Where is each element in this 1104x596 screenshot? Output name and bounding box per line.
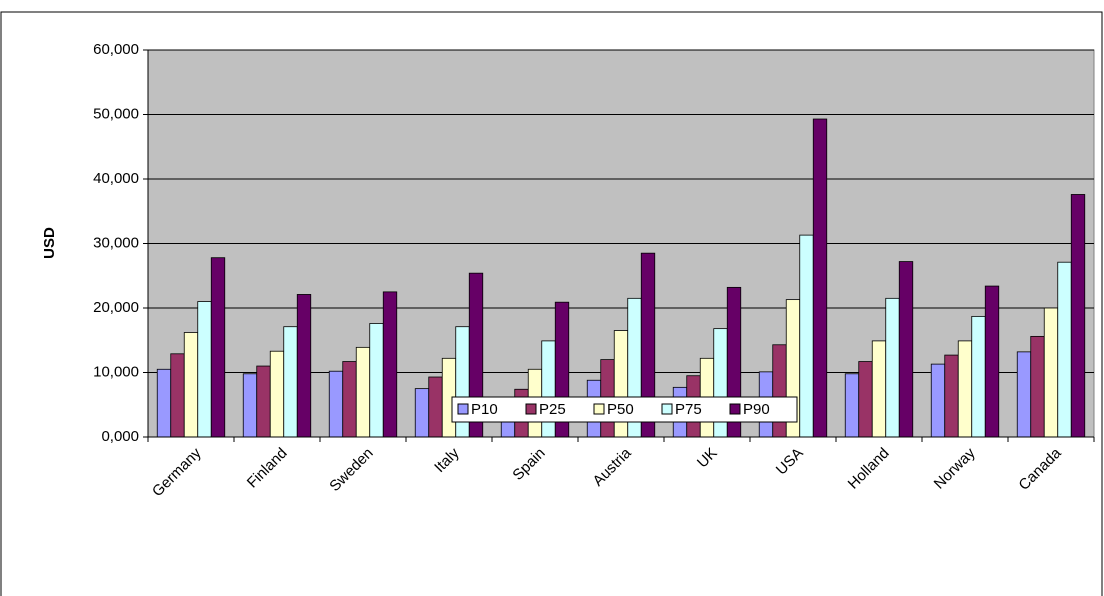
bar <box>197 301 212 438</box>
bar <box>283 326 298 438</box>
legend-swatch <box>593 403 605 415</box>
bar <box>799 234 814 438</box>
y-tick-label: 30,000 <box>93 234 139 251</box>
bar <box>930 363 946 438</box>
bar <box>355 346 371 438</box>
legend-label: P90 <box>743 401 770 418</box>
y-axis-label: USD <box>41 227 58 259</box>
bar <box>328 370 344 438</box>
legend-swatch <box>525 403 537 415</box>
legend-swatch <box>661 403 673 415</box>
bar <box>1016 351 1032 438</box>
bar <box>1043 307 1059 438</box>
bar <box>772 344 787 438</box>
bar <box>242 373 258 438</box>
bar <box>210 257 226 438</box>
bar <box>1070 194 1086 438</box>
bar <box>944 354 959 438</box>
bar <box>269 350 285 438</box>
bar <box>871 340 887 438</box>
bar <box>369 323 384 438</box>
bar <box>541 340 556 438</box>
bar <box>812 118 828 438</box>
bar <box>414 388 430 438</box>
legend-label: P75 <box>675 401 702 418</box>
legend-swatch <box>457 403 469 415</box>
bar <box>844 373 860 438</box>
bar <box>957 340 973 438</box>
bar <box>170 353 185 438</box>
bar <box>971 315 986 438</box>
bar <box>428 376 443 438</box>
bar <box>1030 335 1045 438</box>
y-tick-label: 40,000 <box>93 170 139 187</box>
bar <box>858 361 873 438</box>
bar <box>898 261 914 438</box>
y-tick-label: 10,000 <box>93 363 139 380</box>
bar <box>183 332 199 438</box>
legend-swatch <box>729 403 741 415</box>
bar <box>342 361 357 438</box>
y-tick-label: 20,000 <box>93 299 139 316</box>
bar <box>885 297 900 438</box>
bar <box>984 285 1000 438</box>
bar <box>156 368 172 438</box>
bar <box>382 291 398 438</box>
legend-label: P10 <box>471 401 498 418</box>
bar <box>1057 261 1072 438</box>
y-tick-label: 60,000 <box>93 41 139 58</box>
bar <box>296 294 312 438</box>
y-tick-label: 50,000 <box>93 105 139 122</box>
legend-label: P50 <box>607 401 634 418</box>
y-tick-label: 0,000 <box>101 428 139 445</box>
bar <box>256 365 271 438</box>
legend-label: P25 <box>539 401 566 418</box>
